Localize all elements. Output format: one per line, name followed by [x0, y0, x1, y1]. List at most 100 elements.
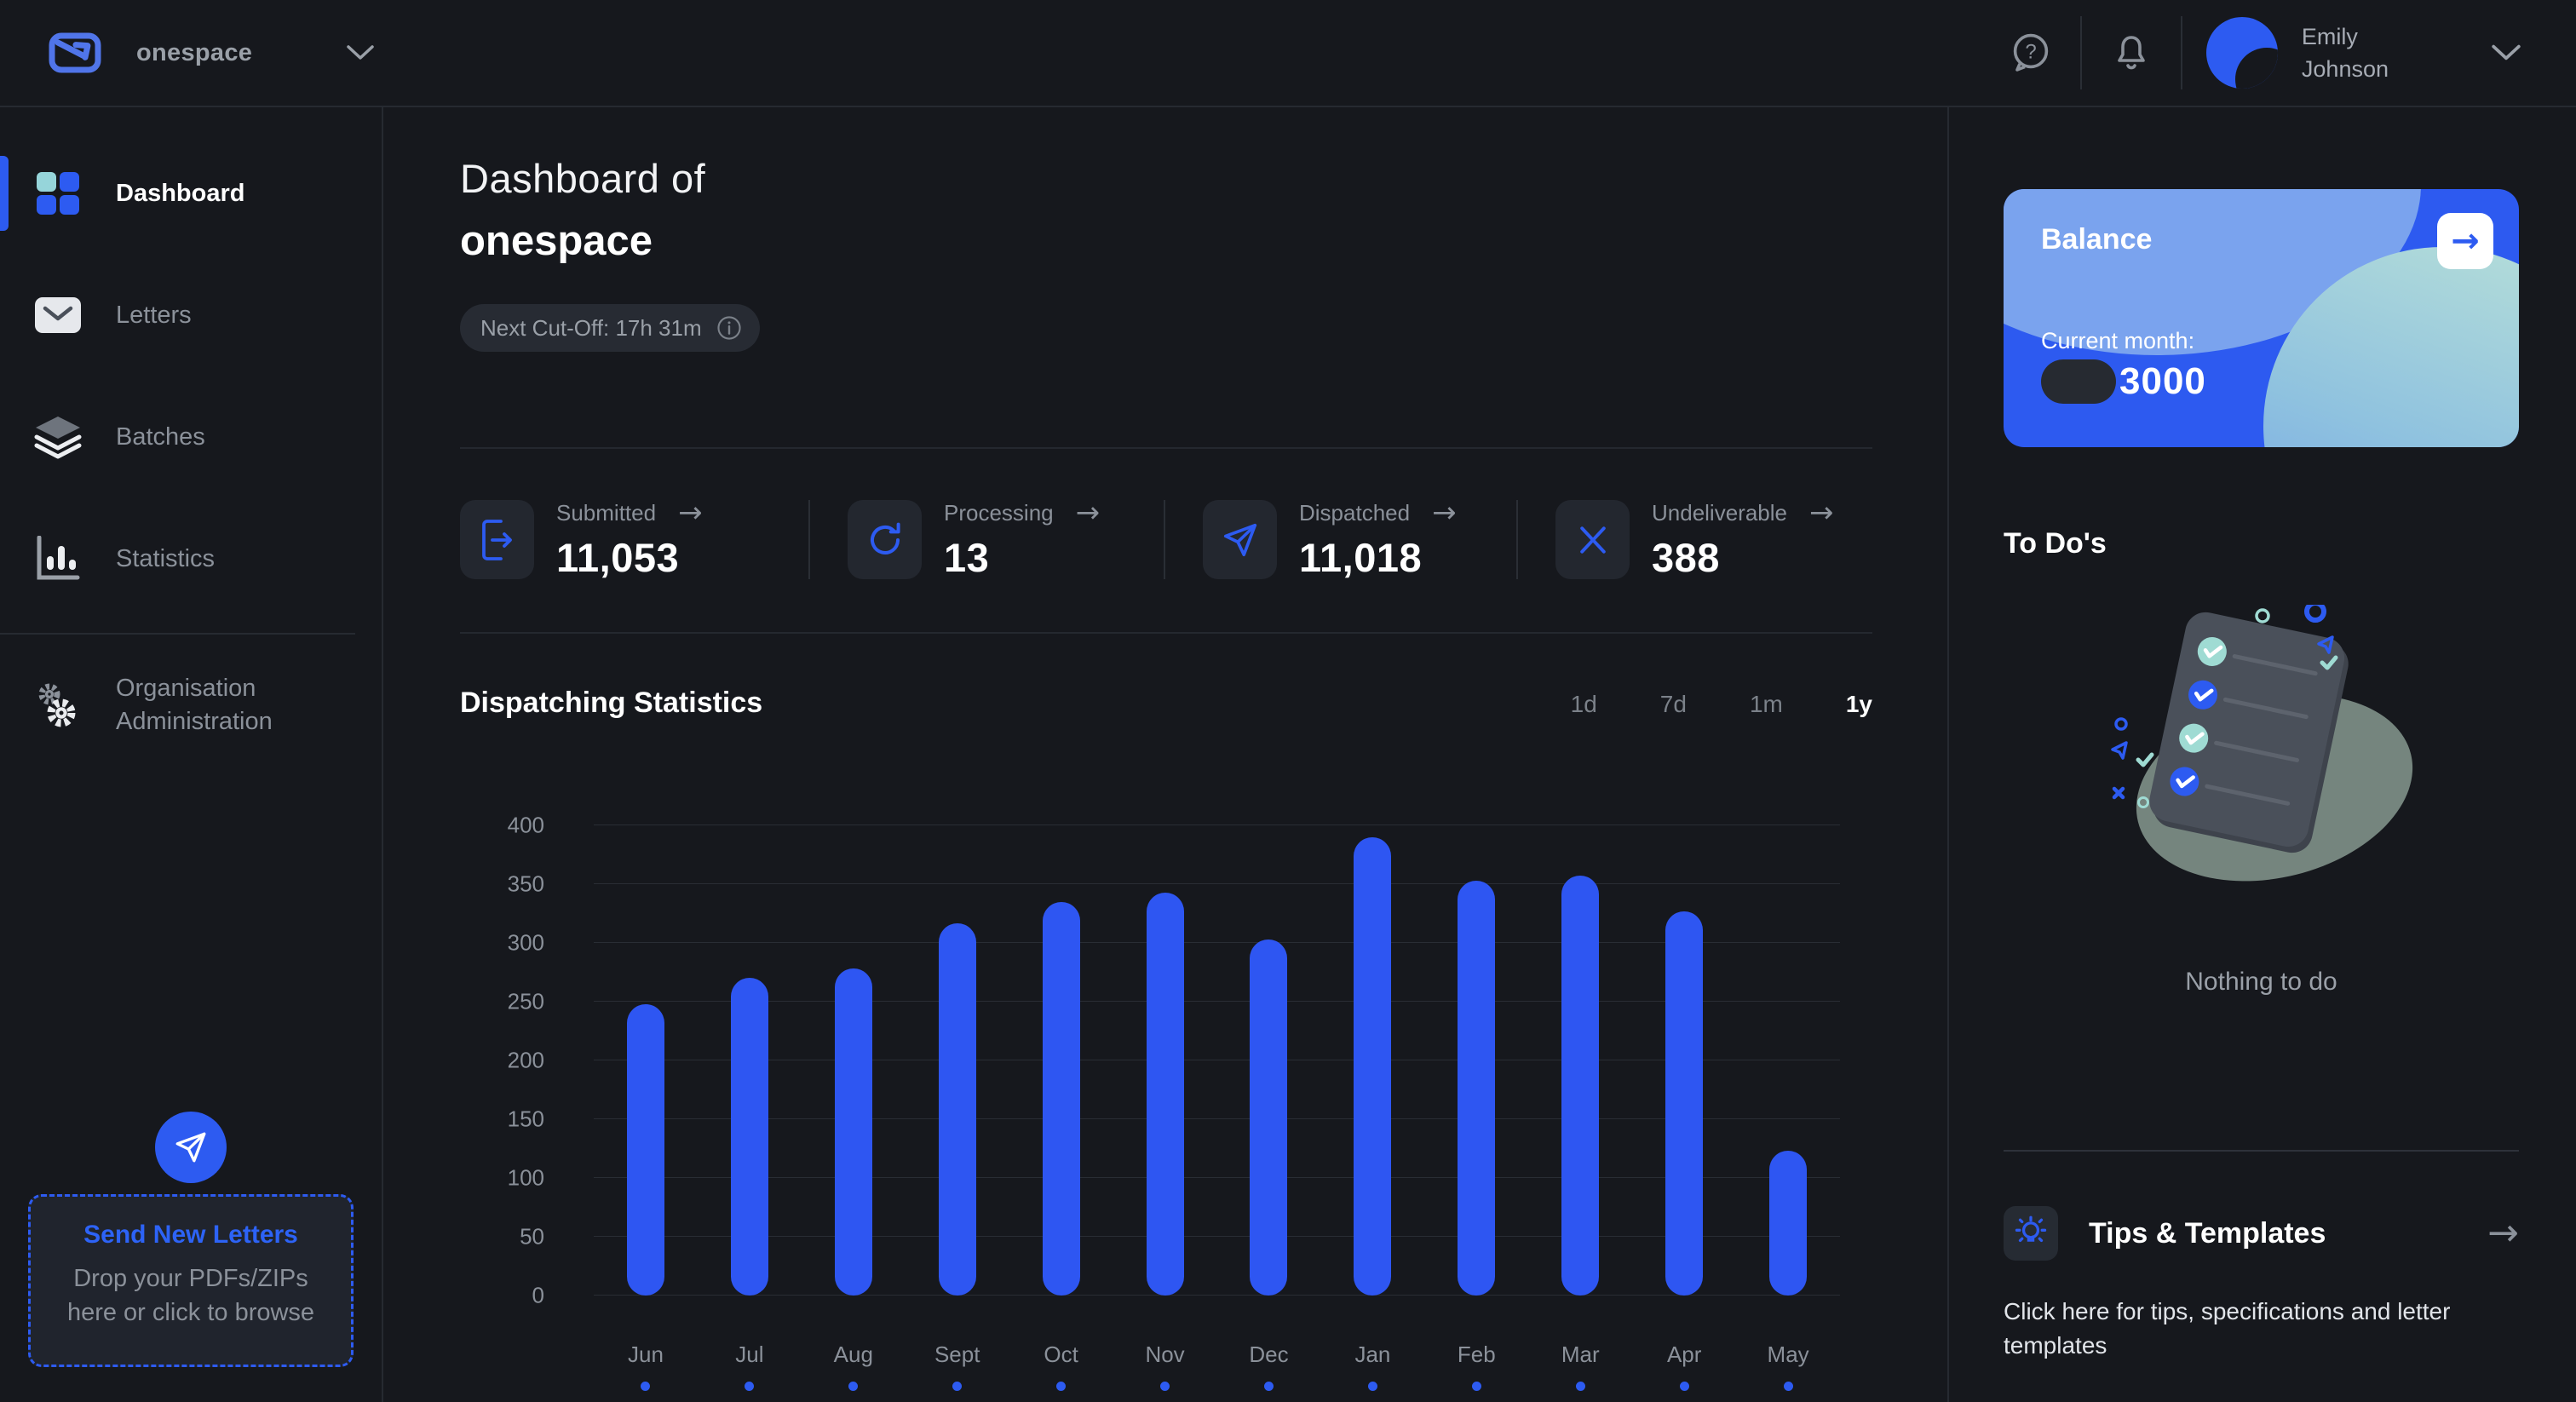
month-labels: Jun Jul Aug Sept Oct Nov Dec Jan Feb Mar Apr May — [594, 1342, 1840, 1368]
month-label: Jul — [735, 1342, 764, 1367]
tips-title: Tips & Templates — [2089, 1216, 2326, 1250]
month-label: Mar — [1561, 1342, 1600, 1367]
dot-slot — [802, 1382, 906, 1391]
bar-slot — [594, 825, 698, 1296]
info-icon[interactable] — [716, 314, 743, 342]
stat-separator — [808, 500, 810, 579]
sidebar-item-dashboard[interactable]: Dashboard — [0, 156, 382, 231]
y-axis-tick: 50 — [520, 1223, 544, 1250]
month-dot — [1471, 1382, 1481, 1391]
chart-header: Dispatching Statistics 1d 7d 1m 1y — [460, 687, 1872, 720]
stat-arrow[interactable]: → — [1808, 496, 1834, 530]
range-tab-7d[interactable]: 7d — [1659, 691, 1687, 717]
y-axis-tick: 150 — [507, 1106, 544, 1132]
month-dot — [641, 1382, 651, 1391]
topbar-actions: ? Emily Johnson — [2005, 16, 2521, 89]
stat-arrow[interactable]: → — [1432, 496, 1457, 530]
month-label: Dec — [1249, 1342, 1289, 1367]
document-out-icon — [460, 500, 534, 579]
dot-slot — [1528, 1382, 1632, 1391]
topbar-separator — [2079, 16, 2082, 89]
stat-value: 388 — [1652, 535, 1720, 580]
tips-row[interactable]: Tips & Templates → — [2004, 1206, 2519, 1261]
month-dot — [848, 1382, 859, 1391]
bar-Apr — [1665, 911, 1704, 1296]
month-dot — [1263, 1382, 1274, 1391]
bar-slot — [1528, 825, 1632, 1296]
send-letters-plane-icon[interactable] — [155, 1112, 227, 1183]
bar-Jan — [1354, 836, 1392, 1296]
refresh-icon — [848, 500, 922, 579]
brand-chevron-down-icon[interactable] — [346, 44, 375, 61]
bar-Jun — [626, 1003, 664, 1296]
stat-label: Undeliverable — [1652, 499, 1787, 526]
dot-slot — [1217, 1382, 1321, 1391]
right-panel: Balance → Current month: 3000 To Do's — [1947, 107, 2576, 1402]
sidebar-item-label: Statistics — [116, 544, 216, 572]
divider — [2004, 1150, 2519, 1152]
y-axis-tick: 200 — [507, 1047, 544, 1073]
x-icon — [1555, 500, 1630, 579]
sidebar-item-letters[interactable]: Letters — [0, 278, 382, 353]
dot-slot — [698, 1382, 802, 1391]
bar-slot — [802, 825, 906, 1296]
range-tab-1m[interactable]: 1m — [1749, 691, 1783, 717]
dot-slot — [1632, 1382, 1736, 1391]
bar-Dec — [1250, 939, 1288, 1296]
sidebar-item-batches[interactable]: Batches — [0, 399, 382, 474]
help-button[interactable]: ? — [2005, 27, 2056, 78]
dot-slot — [1736, 1382, 1840, 1391]
range-tab-1y[interactable]: 1y — [1845, 691, 1872, 717]
tips-description: Click here for tips, specifications and … — [2004, 1298, 2451, 1359]
dashboard-grid-icon — [34, 170, 82, 217]
dot-slot — [1113, 1382, 1217, 1391]
sidebar-item-statistics[interactable]: Statistics — [0, 521, 382, 596]
stat-label: Submitted — [556, 499, 657, 526]
brand[interactable]: onespace — [48, 27, 383, 79]
sidebar-item-label: Organisation Administration — [116, 675, 273, 735]
y-axis-tick: 250 — [507, 988, 544, 1014]
sidebar-item-label: Letters — [116, 301, 192, 329]
stat-label: Processing — [944, 499, 1054, 526]
bar-Oct — [1042, 901, 1080, 1296]
bar-slot — [1736, 825, 1840, 1296]
stat-arrow[interactable]: → — [678, 496, 703, 530]
balance-masked-value — [2041, 359, 2116, 404]
stat-dispatched: Dispatched → 11,018 — [1165, 498, 1516, 581]
gears-icon — [34, 681, 82, 729]
notifications-bell-button[interactable] — [2106, 27, 2157, 78]
stats-row: Submitted → 11,053 — [460, 449, 1872, 632]
stat-arrow[interactable]: → — [1075, 496, 1101, 530]
bar-chart-icon — [34, 535, 82, 583]
divider — [460, 447, 1872, 449]
user-avatar[interactable] — [2205, 17, 2278, 89]
month-label: Apr — [1666, 1342, 1702, 1367]
stat-value: 11,053 — [556, 535, 680, 580]
balance-card[interactable]: Balance → Current month: 3000 — [2004, 189, 2519, 447]
stat-submitted: Submitted → 11,053 — [460, 498, 808, 581]
bar-Sept — [938, 922, 976, 1296]
y-axis-tick: 350 — [507, 871, 544, 897]
tips-arrow[interactable]: → — [2487, 1211, 2519, 1255]
month-label: Jan — [1354, 1342, 1391, 1367]
user-menu-chevron-down-icon[interactable] — [2491, 43, 2521, 62]
paper-plane-icon — [1203, 500, 1277, 579]
month-dot — [1783, 1382, 1793, 1391]
range-tab-1d[interactable]: 1d — [1570, 691, 1597, 717]
dropzone-title: Send New Letters — [83, 1221, 298, 1249]
bar-Feb — [1458, 880, 1496, 1296]
balance-arrow-button[interactable]: → — [2437, 213, 2493, 269]
bars-layer — [594, 825, 1840, 1296]
month-label: Sept — [934, 1342, 980, 1367]
y-axis-tick: 400 — [507, 812, 544, 838]
upload-dropzone[interactable]: Send New Letters Drop your PDFs/ZIPs her… — [28, 1194, 354, 1367]
dispatching-chart: 0 50 100 150 200 250 300 350 400 Jun Jul Aug Sept Oc… — [508, 813, 1840, 1391]
stat-processing: Processing → 13 — [810, 498, 1164, 581]
dot-slot — [1424, 1382, 1528, 1391]
sidebar-item-organisation-administration[interactable]: Organisation Administration — [0, 658, 382, 752]
divider — [460, 632, 1872, 634]
dot-slot — [594, 1382, 698, 1391]
layers-icon — [34, 413, 82, 461]
stat-value: 13 — [944, 535, 990, 580]
